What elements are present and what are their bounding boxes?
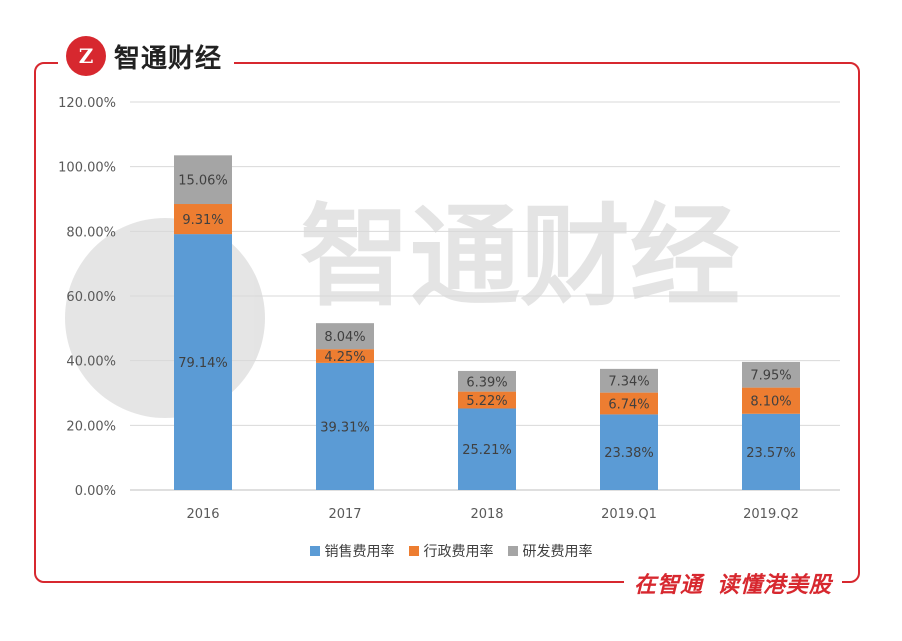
bar-segment <box>316 323 374 350</box>
data-label: 5.22% <box>466 394 507 409</box>
legend-label: 研发费用率 <box>522 544 593 560</box>
y-tick-label: 40.00% <box>66 355 116 370</box>
bar-segment <box>458 370 516 392</box>
bar-segment <box>174 155 232 205</box>
slogan-part2: 读懂港美股 <box>716 573 832 598</box>
bar-segment <box>174 204 232 235</box>
brand-name: 智通财经 <box>114 43 223 74</box>
bar-segment <box>742 361 800 388</box>
data-label: 4.25% <box>324 350 365 365</box>
x-tick-label: 2016 <box>186 507 219 522</box>
data-label: 9.31% <box>182 213 223 228</box>
y-tick-label: 20.00% <box>66 419 116 434</box>
data-label: 79.14% <box>178 356 228 371</box>
legend-swatch <box>408 546 419 556</box>
bar-segment <box>174 234 232 490</box>
bar-segment <box>316 362 374 490</box>
y-axis: 0.00% 20.00% 40.00% 60.00% 80.00% 100.00% 120.… <box>58 96 116 499</box>
data-label: 39.31% <box>320 420 370 435</box>
data-label: 25.21% <box>462 443 512 458</box>
bar-segment <box>742 413 800 490</box>
bar-segment <box>600 368 658 393</box>
data-label: 8.04% <box>324 330 365 345</box>
x-tick-label: 2017 <box>328 507 361 522</box>
legend-swatch <box>507 546 518 556</box>
gridlines <box>130 101 840 491</box>
bar-segment <box>742 387 800 414</box>
legend-swatch <box>309 546 320 556</box>
x-tick-label: 2019.Q1 <box>601 507 657 522</box>
bar-segment <box>600 392 658 415</box>
y-tick-label: 0.00% <box>75 484 116 499</box>
bar-segment <box>600 414 658 490</box>
data-label: 23.57% <box>746 446 796 461</box>
bar-segment <box>458 408 516 490</box>
legend-label: 销售费用率 <box>324 544 395 560</box>
legend-label: 行政费用率 <box>423 544 494 560</box>
data-label: 15.06% <box>178 174 228 189</box>
legend-item: 行政费用率 <box>408 541 494 561</box>
legend: 销售费用率 行政费用率 研发费用率 <box>0 541 902 561</box>
data-label: 6.39% <box>466 375 507 390</box>
bar-segment <box>316 349 374 363</box>
bars: 79.14% 9.31% 15.06% 39.31% 4.25% 8.04% 25.21% 5… <box>174 155 800 490</box>
slogan-part1: 在智通 <box>633 573 703 598</box>
bar-segment <box>458 391 516 409</box>
x-tick-label: 2018 <box>470 507 503 522</box>
data-label: 6.74% <box>608 398 649 413</box>
watermark-text: 智通财经 <box>300 193 740 321</box>
legend-item: 研发费用率 <box>507 541 593 561</box>
slogan: 在智通 读懂港美股 <box>623 566 842 600</box>
y-tick-label: 100.00% <box>58 161 116 176</box>
legend-item: 销售费用率 <box>309 541 395 561</box>
brand-logo-icon: Z <box>66 36 106 76</box>
data-label: 23.38% <box>604 446 654 461</box>
data-label: 7.95% <box>750 369 791 384</box>
watermark-logo-icon <box>65 218 265 418</box>
x-tick-label: 2019.Q2 <box>743 507 799 522</box>
y-tick-label: 120.00% <box>58 96 116 111</box>
y-tick-label: 80.00% <box>66 225 116 240</box>
brand-header: Z 智通财经 <box>58 34 235 78</box>
chart-frame <box>34 62 860 583</box>
data-label: 8.10% <box>750 395 791 410</box>
x-axis: 2016 2017 2018 2019.Q1 2019.Q2 <box>186 507 798 522</box>
data-label: 7.34% <box>608 375 649 390</box>
y-tick-label: 60.00% <box>66 290 116 305</box>
